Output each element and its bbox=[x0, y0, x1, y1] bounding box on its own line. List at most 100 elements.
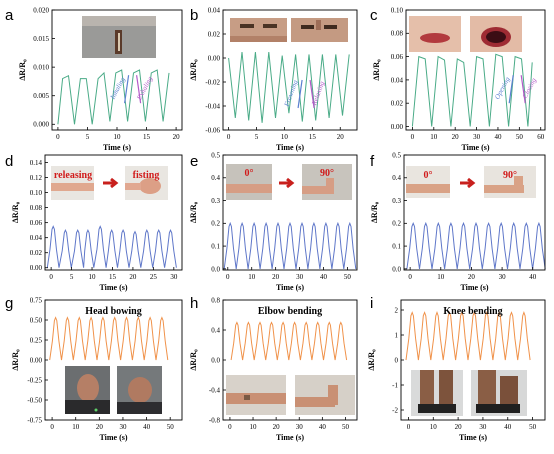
y-tick-label: 0.06 bbox=[30, 219, 43, 227]
x-tick-label: 40 bbox=[494, 133, 502, 141]
photo-label: releasing bbox=[54, 170, 92, 181]
x-tick-label: 10 bbox=[89, 273, 97, 281]
y-tick-label: 0.3 bbox=[392, 197, 401, 205]
y-tick-label: 0.015 bbox=[33, 35, 49, 43]
y-axis-label: ΔR/R₀ bbox=[367, 349, 376, 371]
x-axis-label: Time (s) bbox=[276, 143, 304, 152]
series-line bbox=[46, 225, 177, 268]
photo-face-frown bbox=[291, 18, 348, 42]
x-tick-label: 0 bbox=[407, 423, 411, 431]
series-line bbox=[49, 316, 169, 361]
plot-frame bbox=[222, 9, 358, 131]
y-tick-label: 0.3 bbox=[211, 197, 220, 205]
y-tick-label: 0.10 bbox=[391, 6, 404, 14]
x-tick-label: 20 bbox=[452, 133, 460, 141]
y-tick-label: 0.00 bbox=[208, 54, 221, 62]
y-tick-label: 0.04 bbox=[391, 76, 404, 84]
photo-neck-straight bbox=[65, 366, 110, 414]
annotation-arrow bbox=[520, 75, 526, 104]
panel-label: g bbox=[5, 295, 13, 312]
y-axis-label: ΔR/R₀ bbox=[189, 59, 198, 81]
y-tick-label: 0.06 bbox=[391, 53, 404, 61]
x-tick-label: 10 bbox=[281, 133, 289, 141]
x-tick-label: 40 bbox=[504, 423, 512, 431]
x-tick-label: 15 bbox=[309, 133, 317, 141]
panel-h: h 0 10 20 30 40 50 -0.8 -0.4 0.0 0.4 0.8 Time (s) ΔR/… bbox=[189, 295, 358, 442]
photo-knee-bent bbox=[471, 370, 527, 416]
y-tick-label: -0.50 bbox=[27, 396, 42, 404]
photo-label: 90° bbox=[503, 170, 517, 181]
y-tick-label: 0.1 bbox=[392, 242, 401, 250]
x-tick-label: 15 bbox=[109, 273, 117, 281]
y-tick-label: -0.02 bbox=[205, 78, 220, 86]
annotation-arrow bbox=[508, 75, 514, 104]
panel-c: c 0 10 20 30 40 50 60 0.00 0.02 0.04 0.06 0.08 0.10 Ti… bbox=[370, 6, 546, 152]
panel-label: i bbox=[370, 295, 373, 312]
y-tick-label: 0.02 bbox=[391, 100, 404, 108]
y-tick-label: 0.04 bbox=[208, 6, 221, 14]
plot-frame bbox=[403, 154, 546, 271]
series-line bbox=[223, 221, 357, 269]
photo-elbow-bent bbox=[295, 375, 355, 415]
panel-i: i 0 10 20 30 40 50 -2 -1 0 1 2 Time (s) ΔR/R₀ Knee ben… bbox=[367, 295, 546, 442]
panel-f: f 0° 90° 0 10 20 30 40 0.0 0.1 0.2 0.3 0.4 0.5 Time (s… bbox=[370, 151, 546, 292]
y-tick-label: 0.00 bbox=[391, 123, 404, 131]
x-axis-label: Time (s) bbox=[103, 143, 131, 152]
x-tick-label: 40 bbox=[529, 273, 537, 281]
x-axis-label: Time (s) bbox=[461, 143, 489, 152]
x-tick-label: 10 bbox=[250, 423, 258, 431]
photo-hand-releasing: releasing bbox=[51, 166, 94, 200]
y-tick-label: 0.8 bbox=[211, 296, 220, 304]
y-tick-label: -2 bbox=[392, 406, 398, 414]
x-tick-label: 0 bbox=[228, 423, 232, 431]
panel-label: b bbox=[190, 7, 198, 24]
x-tick-label: 15 bbox=[143, 133, 151, 141]
x-axis-label: Time (s) bbox=[459, 433, 487, 442]
annotation-arrow bbox=[297, 79, 303, 109]
panel-label: e bbox=[190, 153, 198, 170]
x-tick-label: 30 bbox=[473, 133, 481, 141]
y-tick-label: 0.000 bbox=[33, 121, 49, 129]
x-tick-label: 0 bbox=[50, 423, 54, 431]
y-tick-label: 1 bbox=[395, 331, 399, 339]
y-tick-label: 0.2 bbox=[211, 220, 220, 228]
x-axis-label: Time (s) bbox=[460, 283, 488, 292]
plot-frame bbox=[44, 154, 183, 271]
x-tick-label: 40 bbox=[143, 423, 151, 431]
y-axis-label: ΔR/R₀ bbox=[11, 349, 20, 371]
y-tick-label: -0.25 bbox=[27, 376, 42, 384]
y-tick-label: 2 bbox=[395, 306, 399, 314]
y-tick-label: 0.02 bbox=[208, 30, 221, 38]
x-tick-label: 10 bbox=[437, 273, 445, 281]
y-tick-label: 0.020 bbox=[33, 6, 49, 14]
x-tick-label: 5 bbox=[70, 273, 74, 281]
plot-frame bbox=[405, 9, 546, 131]
photo-face-relaxed bbox=[230, 18, 287, 42]
y-tick-label: 0.12 bbox=[30, 174, 43, 182]
photo-label: 0° bbox=[424, 170, 433, 181]
y-axis-label: ΔR/R₀ bbox=[11, 201, 20, 223]
x-tick-label: 40 bbox=[319, 423, 327, 431]
photo-wrist-90deg: 90° bbox=[302, 164, 352, 200]
x-tick-label: 20 bbox=[468, 273, 476, 281]
x-tick-label: 5 bbox=[86, 133, 90, 141]
y-tick-label: 0.10 bbox=[30, 189, 43, 197]
x-tick-label: 20 bbox=[96, 423, 104, 431]
y-tick-label: -0.04 bbox=[205, 102, 220, 110]
x-tick-label: 20 bbox=[455, 423, 463, 431]
panel-d: d releasing fisting 0 5 10 15 20 25 30 0.00 0.02 0.0… bbox=[5, 153, 183, 292]
x-tick-label: 0 bbox=[56, 133, 60, 141]
series-line bbox=[57, 69, 170, 125]
x-tick-label: 50 bbox=[342, 423, 350, 431]
y-tick-label: 0.1 bbox=[211, 242, 220, 250]
x-tick-label: 60 bbox=[537, 133, 545, 141]
x-tick-label: 20 bbox=[129, 273, 137, 281]
x-tick-label: 0 bbox=[226, 273, 230, 281]
annotation-label: Opening bbox=[493, 75, 512, 100]
x-tick-label: 50 bbox=[167, 423, 175, 431]
plot-frame bbox=[222, 154, 358, 271]
y-axis-label: ΔR/R₀ bbox=[372, 59, 381, 81]
photo-knee-straight bbox=[411, 370, 463, 416]
y-tick-label: 0.005 bbox=[33, 92, 49, 100]
y-tick-label: 0.25 bbox=[30, 336, 43, 344]
